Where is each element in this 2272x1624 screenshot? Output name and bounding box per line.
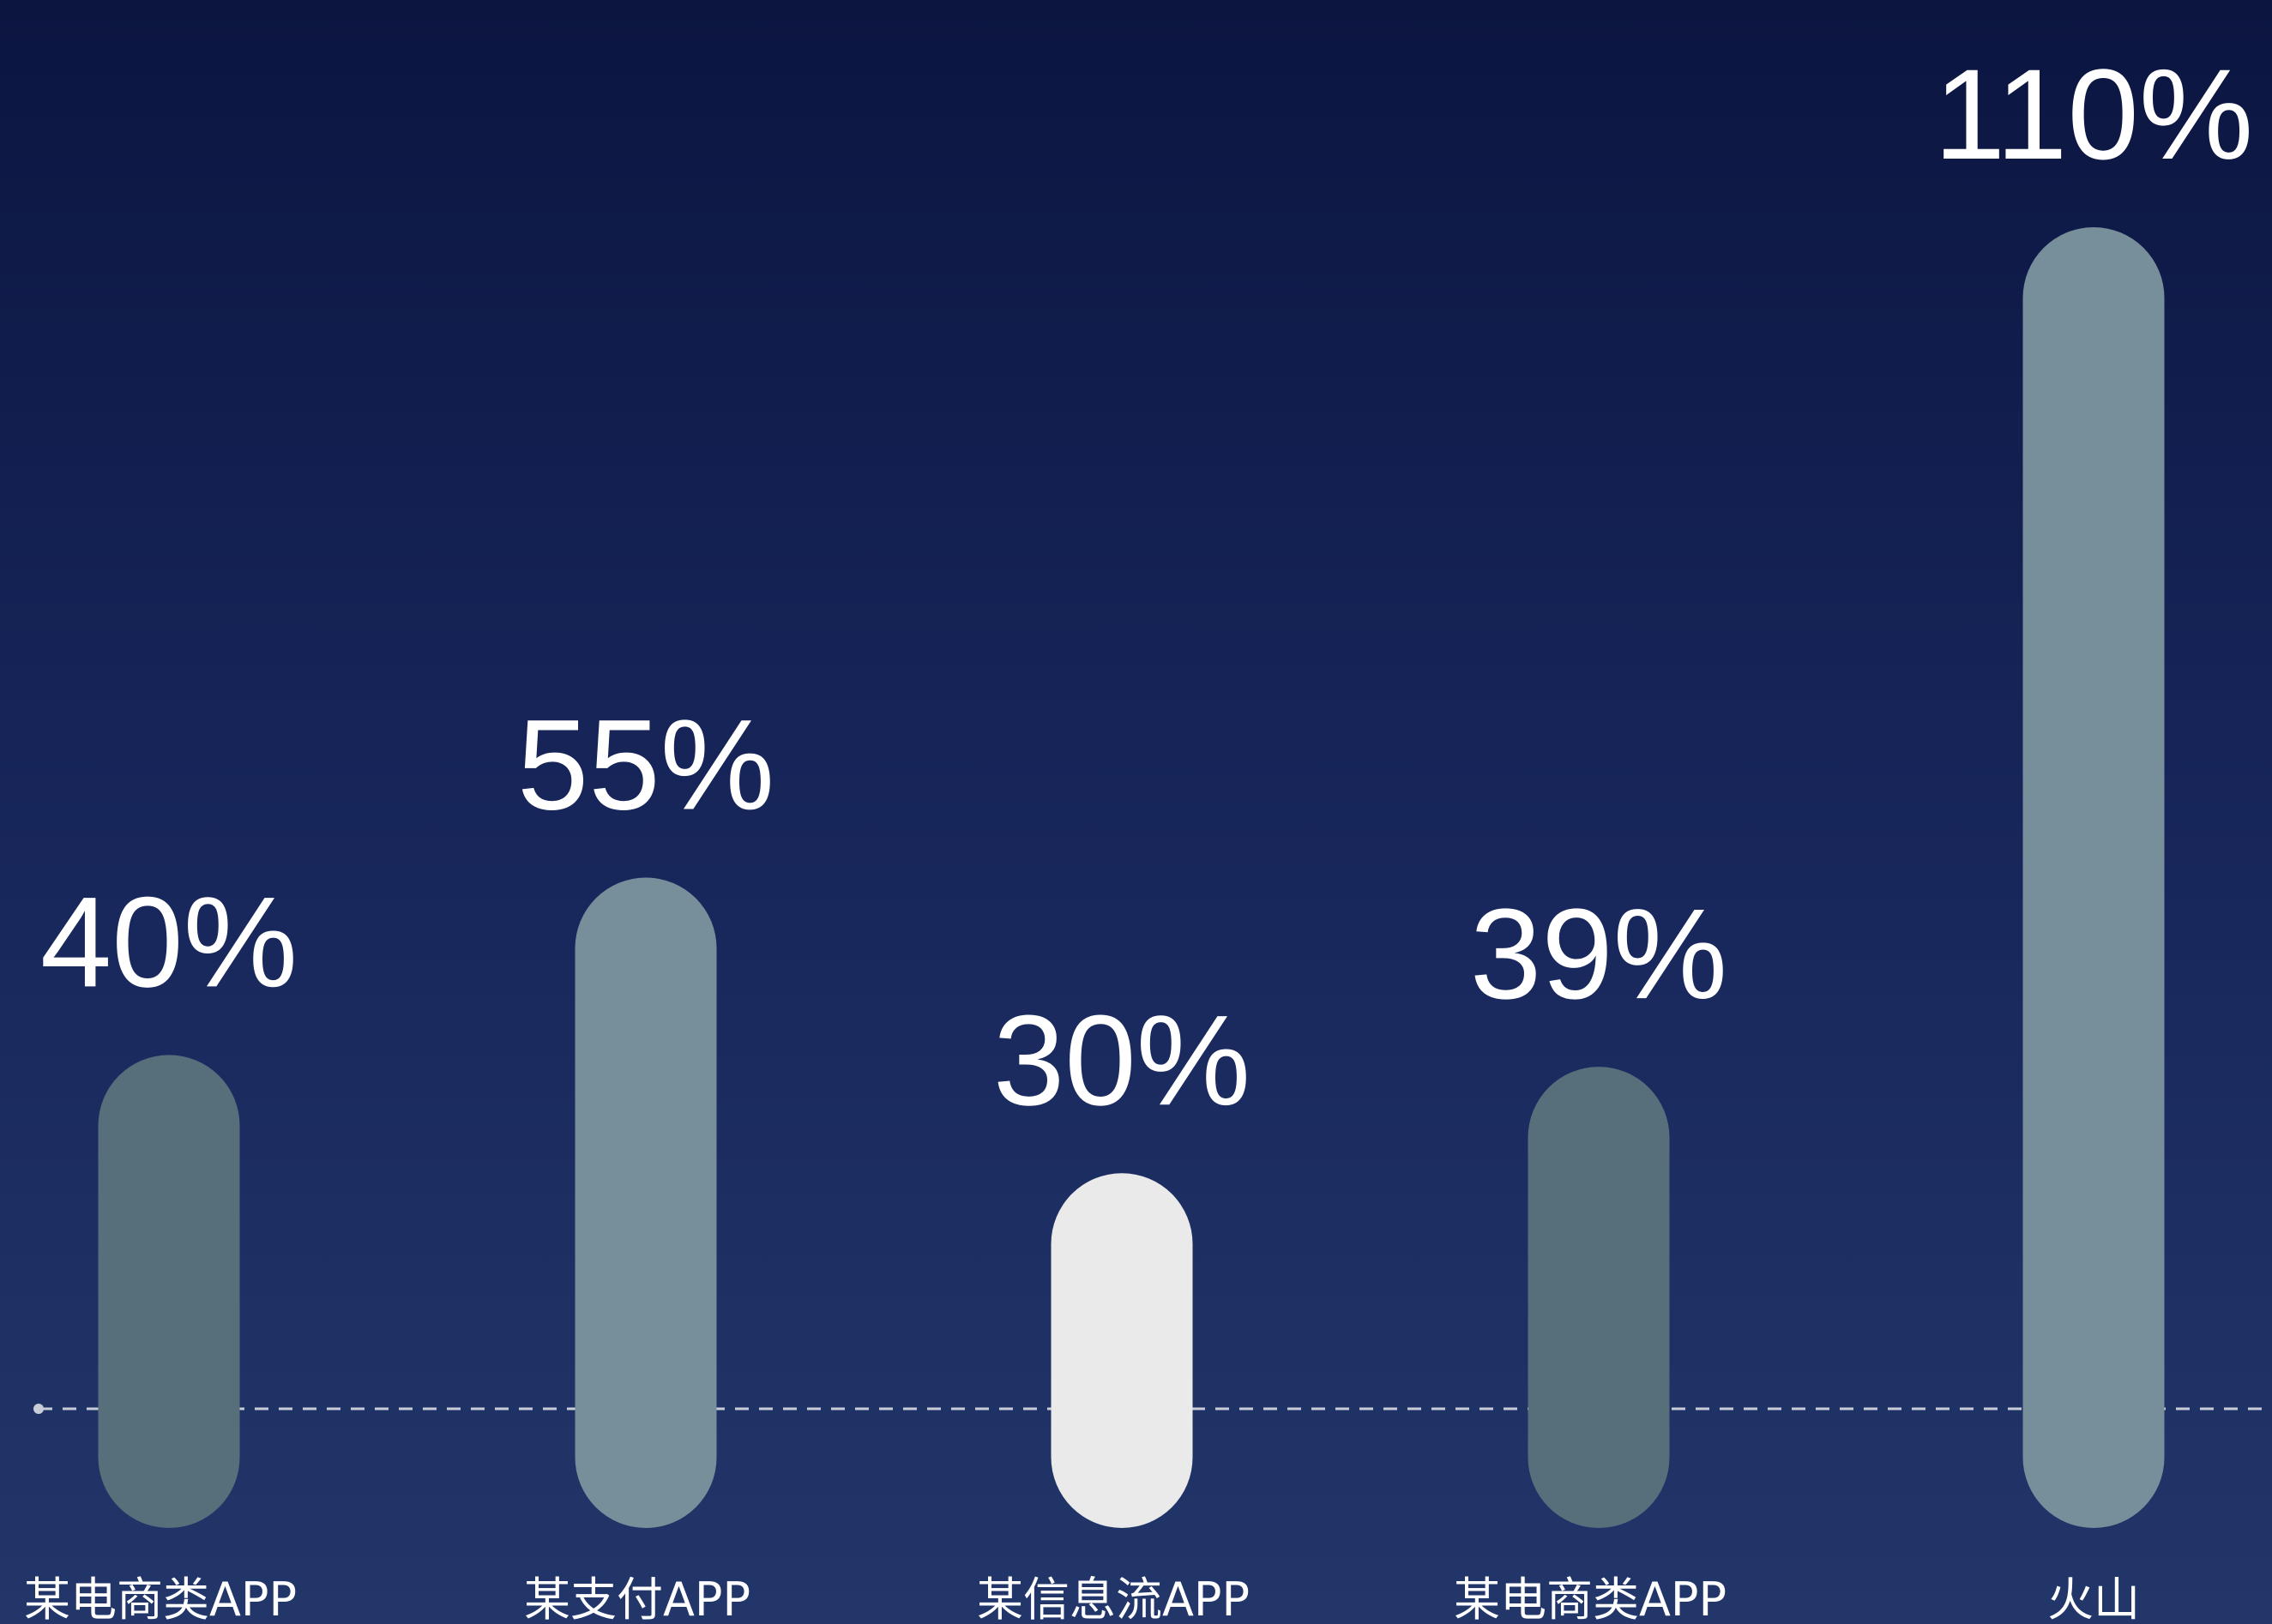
category-label-3: 某电商类APP — [1454, 1573, 1727, 1624]
value-label-3: 39% — [1470, 881, 1727, 1026]
bar-2 — [1051, 1173, 1193, 1528]
category-label-4: 火山 — [2047, 1573, 2140, 1624]
bar-1 — [575, 877, 717, 1528]
category-label-0: 某电商类APP — [24, 1573, 297, 1624]
value-label-4: 110% — [1934, 42, 2254, 186]
bar-0 — [98, 1055, 240, 1528]
category-label-1: 某支付APP — [524, 1573, 750, 1624]
bar-3 — [1528, 1067, 1670, 1528]
bar-4 — [2022, 227, 2165, 1528]
value-label-1: 55% — [517, 693, 774, 837]
category-label-2: 某信息流APP — [977, 1573, 1250, 1624]
value-label-2: 30% — [993, 988, 1251, 1132]
value-label-0: 40% — [40, 869, 298, 1013]
reference-line-dot — [33, 1404, 44, 1414]
